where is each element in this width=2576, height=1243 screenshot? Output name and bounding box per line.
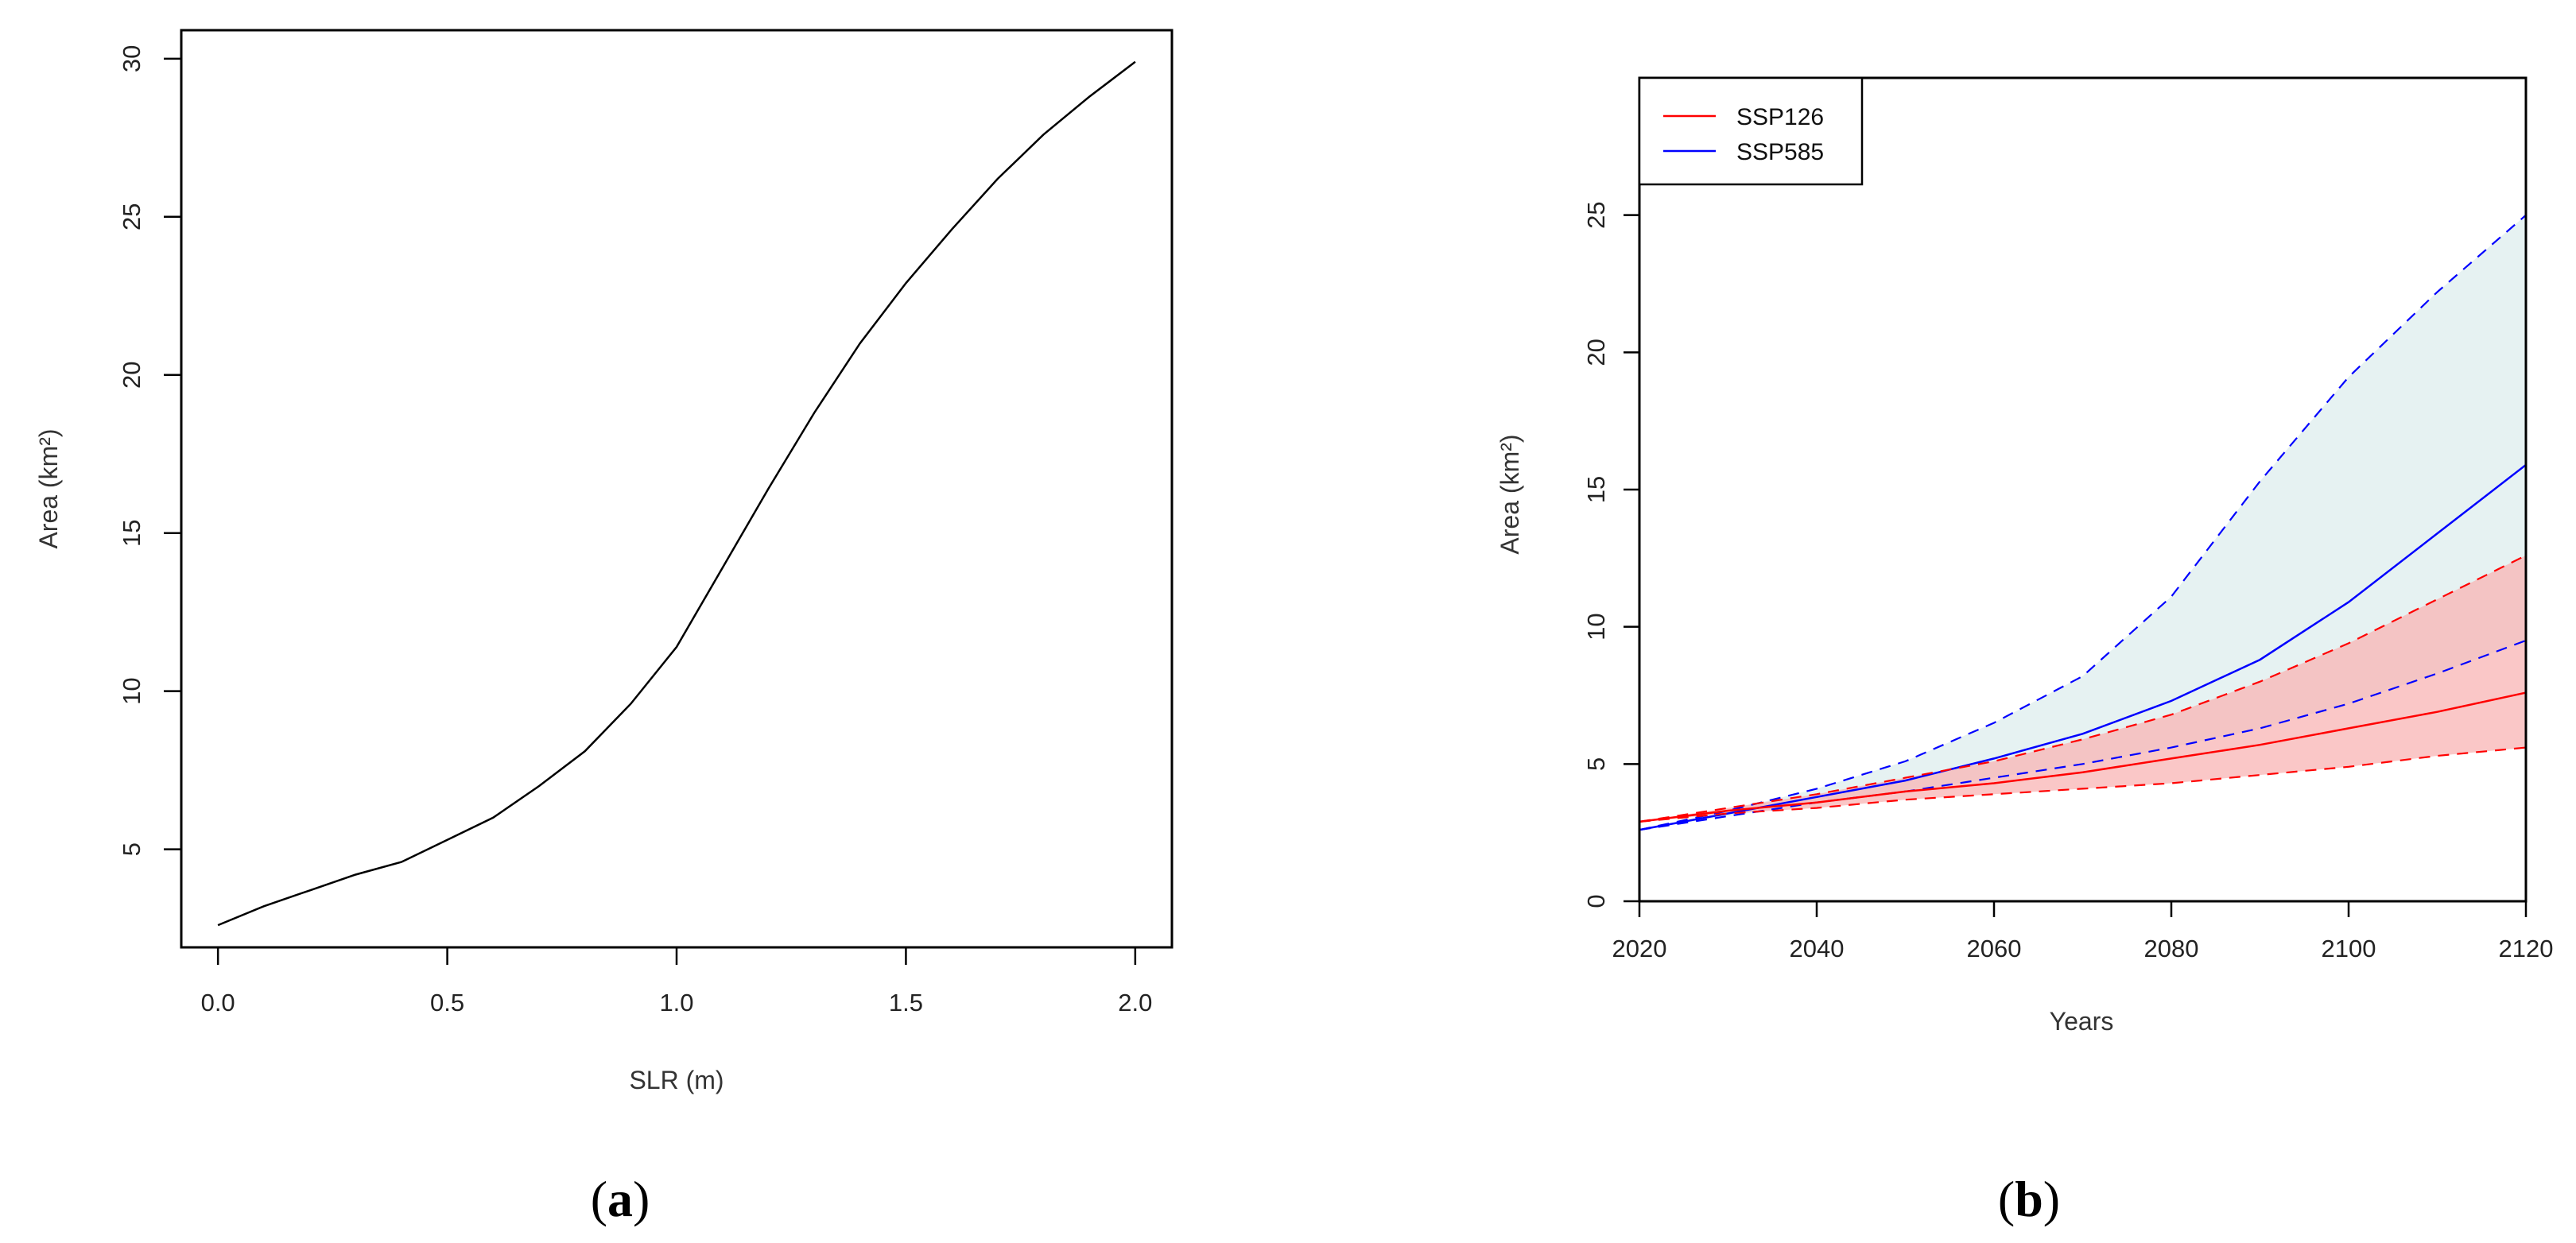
x-tick-label: 2080 bbox=[2144, 935, 2199, 962]
y-tick-label: 10 bbox=[1582, 613, 1610, 640]
lower-bound-line-ssp585 bbox=[1639, 639, 2526, 831]
y-tick-label: 20 bbox=[118, 362, 145, 389]
y-tick-label: 15 bbox=[118, 519, 145, 546]
uncertainty-bands bbox=[1639, 215, 2526, 831]
x-axis: 0.0 0.5 1.0 1.5 2.0 bbox=[201, 947, 1152, 1016]
legend-label: SSP126 bbox=[1736, 104, 1824, 130]
plot-frame bbox=[180, 29, 1174, 949]
y-tick-label: 10 bbox=[118, 677, 145, 704]
uncertainty-band-ssp126 bbox=[1639, 555, 2526, 822]
y-axis-label: Area (km²) bbox=[1496, 434, 1524, 554]
x-tick-label: 1.0 bbox=[659, 989, 693, 1016]
y-axis: 0 5 10 15 20 25 bbox=[1582, 201, 1639, 908]
y-tick-label: 0 bbox=[1582, 894, 1610, 908]
y-tick-label: 25 bbox=[1582, 201, 1610, 228]
series-layer bbox=[1639, 214, 2526, 831]
legend-box bbox=[1638, 76, 1864, 186]
x-tick-label: 1.5 bbox=[889, 989, 923, 1016]
y-tick-label: 5 bbox=[1582, 757, 1610, 771]
panel-a-chart: 0.0 0.5 1.0 1.5 2.0 5 10 15 20 25 30 SLR (m) Area… bbox=[34, 29, 1174, 1227]
y-axis-label: Area (km²) bbox=[34, 428, 63, 548]
y-tick-label: 5 bbox=[118, 842, 145, 856]
x-tick-label: 0.0 bbox=[201, 989, 235, 1016]
panel-b-chart: 2020 2040 2060 2080 2100 2120 0 5 10 15 20 25 SSP1… bbox=[1496, 76, 2554, 1227]
x-axis-label: SLR (m) bbox=[629, 1066, 724, 1094]
x-tick-label: 0.5 bbox=[430, 989, 464, 1016]
legend: SSP126 SSP585 bbox=[1638, 76, 1864, 186]
y-axis: 5 10 15 20 25 30 bbox=[118, 45, 181, 856]
x-tick-label: 2120 bbox=[2499, 935, 2554, 962]
y-tick-label: 25 bbox=[118, 203, 145, 230]
y-tick-label: 30 bbox=[118, 45, 145, 72]
x-axis: 2020 2040 2060 2080 2100 2120 bbox=[1612, 901, 2554, 962]
median-line-ssp126 bbox=[1639, 691, 2526, 823]
legend-label: SSP585 bbox=[1736, 139, 1824, 165]
y-tick-label: 15 bbox=[1582, 476, 1610, 503]
x-tick-label: 2.0 bbox=[1118, 989, 1152, 1016]
panel-caption: (b) bbox=[1998, 1171, 2060, 1227]
y-tick-label: 20 bbox=[1582, 339, 1610, 366]
x-tick-label: 2020 bbox=[1612, 935, 1667, 962]
x-tick-label: 2040 bbox=[1790, 935, 1845, 962]
lower-bound-line-ssp126 bbox=[1639, 746, 2526, 823]
panel-caption: (a) bbox=[591, 1171, 650, 1227]
x-tick-label: 2060 bbox=[1967, 935, 2022, 962]
x-axis-label: Years bbox=[2050, 1007, 2114, 1036]
data-line bbox=[217, 60, 1136, 927]
series-layer bbox=[217, 60, 1136, 927]
upper-bound-line-ssp126 bbox=[1639, 554, 2526, 823]
x-tick-label: 2100 bbox=[2322, 935, 2376, 962]
median-line-ssp585 bbox=[1639, 463, 2526, 831]
